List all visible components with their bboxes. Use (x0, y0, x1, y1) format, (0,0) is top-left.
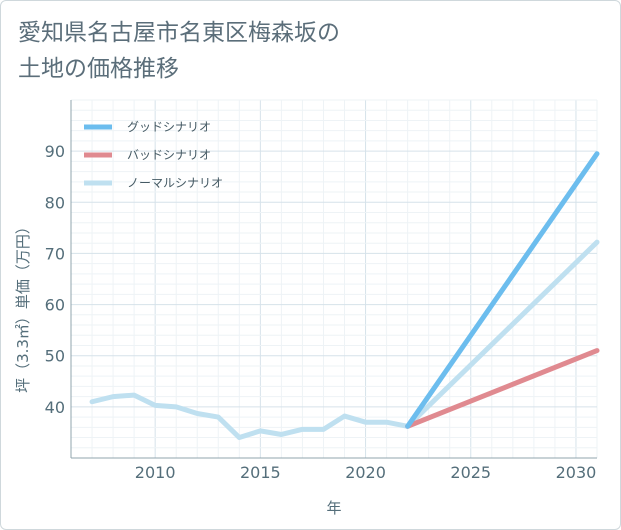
x-tick-label: 2025 (450, 463, 491, 482)
legend-label: ノーマルシナリオ (127, 176, 223, 190)
x-tick-label: 2030 (556, 463, 597, 482)
series-layer (89, 151, 600, 441)
y-tick-label: 40 (45, 398, 65, 417)
x-axis-label: 年 (326, 499, 341, 517)
y-tick-label: 80 (45, 193, 65, 212)
series-line-good (405, 151, 600, 429)
y-tick-label: 70 (45, 244, 65, 263)
chart-title: 愛知県名古屋市名東区梅森坂の 土地の価格推移 (18, 15, 438, 87)
y-tick-label: 50 (45, 347, 65, 366)
x-tick-label: 2010 (135, 463, 176, 482)
series-line-bad (405, 348, 600, 429)
y-tick-label: 90 (45, 142, 65, 161)
tick-labels: 2010 2015 2020 2025 2030 40 50 60 70 80 90 (45, 142, 597, 482)
chart-title-line-2: 土地の価格推移 (18, 56, 179, 82)
legend-label: バッドシナリオ (127, 148, 211, 162)
axes (70, 100, 597, 459)
x-tick-label: 2020 (345, 463, 386, 482)
chart-title-line-1: 愛知県名古屋市名東区梅森坂の (18, 20, 340, 46)
y-tick-label: 60 (45, 296, 65, 315)
x-tick-label: 2015 (240, 463, 281, 482)
y-axis-label: 坪（3.3㎡）単価（万円） (14, 219, 32, 393)
legend-label: グッドシナリオ (127, 120, 211, 134)
